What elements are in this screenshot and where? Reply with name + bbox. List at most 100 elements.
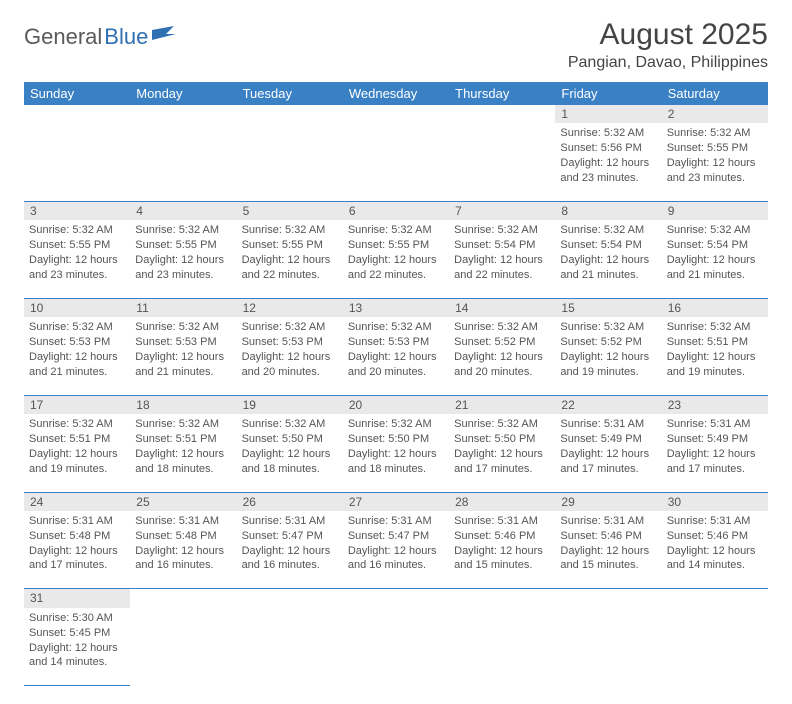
day-cell: Sunrise: 5:32 AMSunset: 5:55 PMDaylight:… xyxy=(130,220,236,298)
day-info-line: Sunrise: 5:32 AM xyxy=(29,223,125,238)
day-body-row: Sunrise: 5:32 AMSunset: 5:56 PMDaylight:… xyxy=(24,123,768,201)
day-info-line: Sunset: 5:55 PM xyxy=(242,238,338,253)
location-subtitle: Pangian, Davao, Philippines xyxy=(568,54,768,72)
day-number-cell: 5 xyxy=(237,201,343,220)
day-info-line: Daylight: 12 hours xyxy=(135,544,231,559)
day-info-line: Sunset: 5:54 PM xyxy=(667,238,763,253)
day-info-line: Daylight: 12 hours xyxy=(29,350,125,365)
day-info-line: Sunset: 5:54 PM xyxy=(454,238,550,253)
day-info-line: and 23 minutes. xyxy=(29,268,125,283)
day-info-line: Sunset: 5:55 PM xyxy=(29,238,125,253)
day-info-line: Sunrise: 5:31 AM xyxy=(667,417,763,432)
day-info-line: Sunrise: 5:32 AM xyxy=(667,223,763,238)
brand-part2: Blue xyxy=(104,24,148,50)
day-info-line: Sunset: 5:47 PM xyxy=(348,529,444,544)
day-info-line: Daylight: 12 hours xyxy=(242,350,338,365)
day-cell: Sunrise: 5:32 AMSunset: 5:51 PMDaylight:… xyxy=(130,414,236,492)
day-info-line: Daylight: 12 hours xyxy=(667,253,763,268)
day-cell xyxy=(24,123,130,201)
day-info-line: and 17 minutes. xyxy=(29,558,125,573)
day-info-line: and 20 minutes. xyxy=(348,365,444,380)
day-info-line: Daylight: 12 hours xyxy=(135,253,231,268)
day-number-cell: 14 xyxy=(449,298,555,317)
day-cell: Sunrise: 5:32 AMSunset: 5:51 PMDaylight:… xyxy=(662,317,768,395)
day-info-line: Sunset: 5:52 PM xyxy=(560,335,656,350)
day-cell: Sunrise: 5:31 AMSunset: 5:46 PMDaylight:… xyxy=(662,511,768,589)
day-number-cell: 21 xyxy=(449,395,555,414)
day-info-line: Sunrise: 5:32 AM xyxy=(29,417,125,432)
day-info-line: and 14 minutes. xyxy=(29,655,125,670)
day-info-line: Sunset: 5:51 PM xyxy=(135,432,231,447)
day-number-cell: 16 xyxy=(662,298,768,317)
calendar-table: Sunday Monday Tuesday Wednesday Thursday… xyxy=(24,82,768,686)
day-info-line: Daylight: 12 hours xyxy=(667,350,763,365)
day-number-cell xyxy=(662,589,768,608)
day-info-line: Sunset: 5:56 PM xyxy=(560,141,656,156)
weekday-header: Sunday xyxy=(24,82,130,105)
day-info-line: and 21 minutes. xyxy=(667,268,763,283)
day-number-cell: 20 xyxy=(343,395,449,414)
title-block: August 2025 Pangian, Davao, Philippines xyxy=(568,18,768,72)
day-info-line: Daylight: 12 hours xyxy=(242,447,338,462)
day-cell xyxy=(130,123,236,201)
day-info-line: Daylight: 12 hours xyxy=(242,544,338,559)
day-info-line: Sunrise: 5:32 AM xyxy=(29,320,125,335)
day-number-cell xyxy=(130,589,236,608)
day-number-cell xyxy=(237,589,343,608)
day-info-line: Daylight: 12 hours xyxy=(454,350,550,365)
day-info-line: Daylight: 12 hours xyxy=(560,156,656,171)
day-number-cell: 3 xyxy=(24,201,130,220)
day-number-cell: 1 xyxy=(555,105,661,123)
day-cell xyxy=(449,608,555,686)
brand-part1: General xyxy=(24,24,102,50)
day-info-line: Sunrise: 5:32 AM xyxy=(454,417,550,432)
day-number-cell: 18 xyxy=(130,395,236,414)
day-info-line: Daylight: 12 hours xyxy=(560,350,656,365)
day-info-line: Sunset: 5:45 PM xyxy=(29,626,125,641)
day-number-cell: 19 xyxy=(237,395,343,414)
day-info-line: Daylight: 12 hours xyxy=(348,544,444,559)
day-info-line: Daylight: 12 hours xyxy=(667,447,763,462)
weekday-header: Saturday xyxy=(662,82,768,105)
day-number-cell: 25 xyxy=(130,492,236,511)
day-info-line: and 17 minutes. xyxy=(667,462,763,477)
day-number-cell xyxy=(343,105,449,123)
day-info-line: Sunrise: 5:31 AM xyxy=(135,514,231,529)
day-number-cell xyxy=(449,105,555,123)
day-info-line: and 23 minutes. xyxy=(667,171,763,186)
day-info-line: and 15 minutes. xyxy=(560,558,656,573)
day-info-line: Daylight: 12 hours xyxy=(348,447,444,462)
day-number-cell: 6 xyxy=(343,201,449,220)
day-number-row: 10111213141516 xyxy=(24,298,768,317)
day-info-line: Sunrise: 5:32 AM xyxy=(242,417,338,432)
day-info-line: Sunrise: 5:32 AM xyxy=(135,417,231,432)
day-info-line: Sunset: 5:47 PM xyxy=(242,529,338,544)
day-info-line: and 16 minutes. xyxy=(348,558,444,573)
day-info-line: and 23 minutes. xyxy=(135,268,231,283)
day-cell: Sunrise: 5:32 AMSunset: 5:53 PMDaylight:… xyxy=(24,317,130,395)
day-cell: Sunrise: 5:32 AMSunset: 5:55 PMDaylight:… xyxy=(343,220,449,298)
calendar-body: 12Sunrise: 5:32 AMSunset: 5:56 PMDayligh… xyxy=(24,105,768,686)
day-cell: Sunrise: 5:31 AMSunset: 5:46 PMDaylight:… xyxy=(555,511,661,589)
day-info-line: and 23 minutes. xyxy=(560,171,656,186)
day-info-line: Sunset: 5:54 PM xyxy=(560,238,656,253)
day-number-row: 3456789 xyxy=(24,201,768,220)
day-number-cell xyxy=(237,105,343,123)
day-info-line: Sunset: 5:53 PM xyxy=(348,335,444,350)
day-cell: Sunrise: 5:32 AMSunset: 5:54 PMDaylight:… xyxy=(449,220,555,298)
weekday-header: Tuesday xyxy=(237,82,343,105)
day-number-cell: 8 xyxy=(555,201,661,220)
day-cell: Sunrise: 5:31 AMSunset: 5:49 PMDaylight:… xyxy=(662,414,768,492)
day-cell xyxy=(449,123,555,201)
day-info-line: Daylight: 12 hours xyxy=(135,447,231,462)
day-number-cell: 4 xyxy=(130,201,236,220)
day-info-line: and 14 minutes. xyxy=(667,558,763,573)
day-info-line: Daylight: 12 hours xyxy=(667,544,763,559)
day-info-line: Sunrise: 5:32 AM xyxy=(135,223,231,238)
day-number-cell: 22 xyxy=(555,395,661,414)
day-info-line: and 21 minutes. xyxy=(135,365,231,380)
day-info-line: Daylight: 12 hours xyxy=(454,447,550,462)
weekday-header: Friday xyxy=(555,82,661,105)
day-info-line: Sunrise: 5:32 AM xyxy=(135,320,231,335)
day-info-line: and 20 minutes. xyxy=(454,365,550,380)
